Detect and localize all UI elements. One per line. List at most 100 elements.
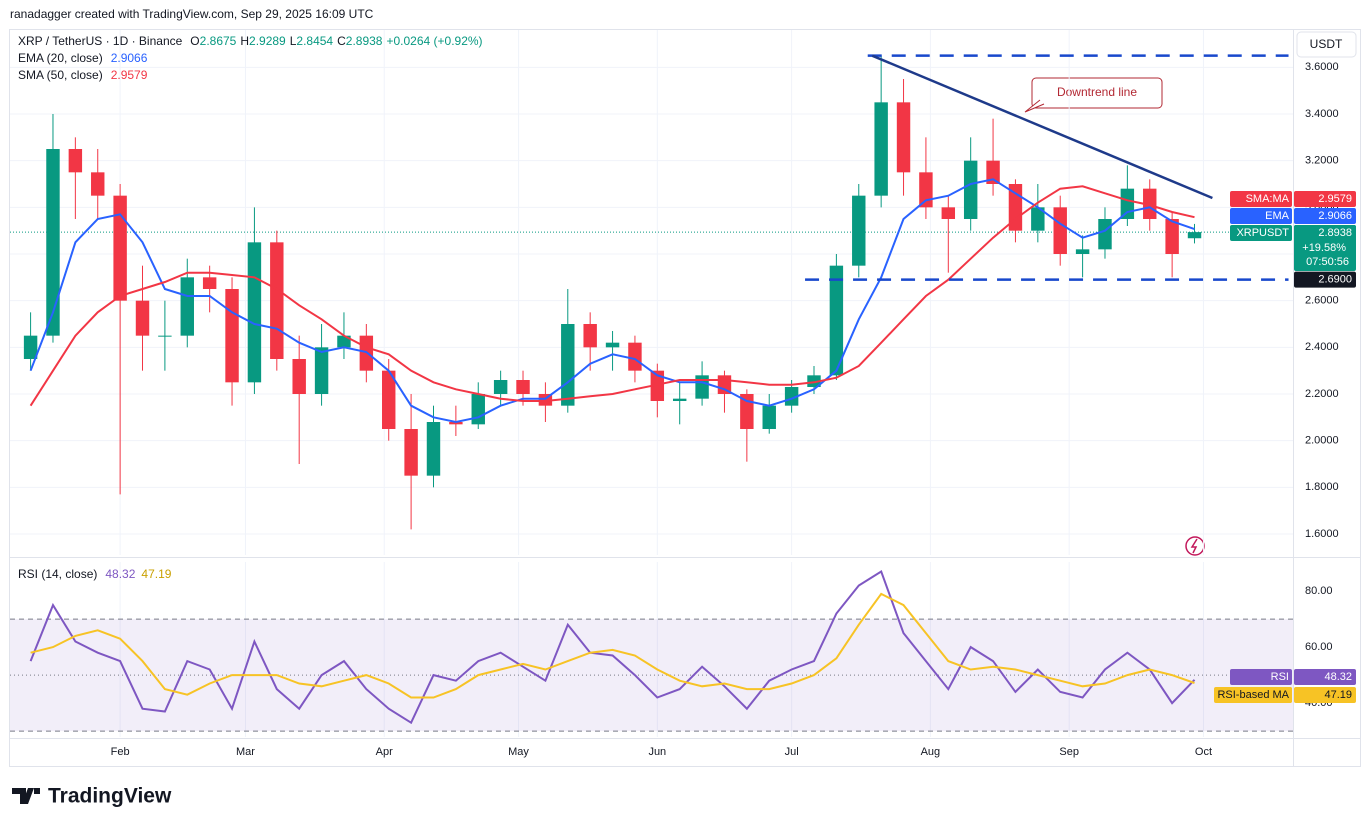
legend: RSI (14, close) 48.32 47.19	[18, 567, 172, 581]
axis-tag-name: XRPUSDT	[1236, 227, 1289, 239]
axis-tag-value: 2.8938	[1318, 227, 1352, 239]
chart-frame	[9, 29, 1361, 767]
candle-body	[762, 405, 776, 429]
candle-body	[113, 195, 127, 301]
legend-item: 2.9066	[111, 51, 148, 65]
candle-body	[292, 359, 306, 394]
y-tick-label: 1.6000	[1305, 528, 1339, 540]
candle-body	[270, 242, 284, 359]
legend-item: RSI (14, close)	[18, 567, 97, 581]
y-tick-label: 60.00	[1305, 641, 1333, 653]
axis-tag-name-bg	[1230, 191, 1292, 207]
candle-body	[986, 160, 1000, 184]
candle-body	[158, 335, 172, 337]
axis-tag-name-bg	[1230, 208, 1292, 224]
candle-body	[337, 335, 351, 348]
legend-item: 48.32	[105, 567, 135, 581]
legend-item: L	[290, 34, 297, 48]
candle-body	[91, 172, 105, 196]
candle-body	[740, 394, 754, 429]
currency-button[interactable]	[1296, 31, 1357, 58]
legend-item: 2.8454	[296, 34, 333, 48]
candle-body	[1031, 207, 1045, 231]
candle-body	[583, 324, 597, 348]
candle-body	[784, 387, 799, 406]
axis-tag-value: 2.9066	[1318, 210, 1352, 222]
rsi-band	[10, 619, 1293, 732]
icon-circle[interactable]	[1185, 536, 1205, 556]
annotation-text: Downtrend line	[1057, 85, 1137, 99]
candle-body	[225, 289, 239, 383]
axis-tag-bg	[1294, 687, 1356, 703]
annotation-pointer	[1024, 99, 1045, 113]
candle-body	[404, 429, 418, 476]
x-tick-label: Mar	[236, 746, 255, 758]
attribution: ranadagger created with TradingView.com,…	[10, 7, 374, 21]
series-line	[29, 178, 1195, 424]
legend-item: 2.9289	[249, 34, 286, 48]
candle-body	[963, 160, 978, 219]
legend-item: XRP / TetherUS · 1D · Binance	[18, 34, 183, 48]
candle-body	[896, 102, 911, 173]
icon-bolt[interactable]	[1190, 538, 1198, 554]
axis-tag-name-bg	[1230, 669, 1292, 685]
legend-item: O	[190, 34, 199, 48]
axis-tag-value: 48.32	[1324, 671, 1352, 683]
candle-body	[1098, 219, 1112, 250]
legend: EMA (20, close) 2.9066	[18, 51, 148, 65]
candle-body	[247, 242, 262, 383]
candle-body	[561, 324, 575, 406]
candle-body	[807, 375, 821, 387]
candle-body	[605, 342, 620, 348]
axis-tag-value: 47.19	[1324, 689, 1352, 701]
y-tick-label: 2.6000	[1305, 295, 1339, 307]
currency: USDT	[1310, 37, 1343, 51]
candle-body	[852, 195, 866, 266]
candle-body	[314, 347, 329, 394]
candle-body	[46, 149, 60, 336]
candle-body	[695, 375, 709, 399]
logo-mark	[12, 788, 40, 804]
candle-body	[382, 370, 396, 429]
candle-body	[449, 422, 463, 425]
x-tick-label: Feb	[111, 746, 130, 758]
axis-tag-name-bg	[1230, 687, 1292, 703]
candle-body	[650, 370, 665, 401]
candle-body	[180, 277, 194, 336]
axis-tag-bg	[1294, 191, 1356, 207]
candle-body	[829, 265, 844, 376]
candle-body	[1075, 249, 1090, 254]
logo: TradingView	[12, 785, 172, 808]
axis-tag-change: +19.58%	[1302, 242, 1346, 254]
candle-body	[471, 394, 485, 425]
candle-body	[1187, 232, 1202, 239]
y-tick-label: 3.6000	[1305, 61, 1339, 73]
legend-item: 2.8675	[200, 34, 237, 48]
y-tick-label: 3.4000	[1305, 108, 1339, 120]
axis-tag-countdown: 07:50:56	[1306, 256, 1349, 268]
x-tick-label: May	[508, 746, 529, 758]
y-tick-label: 3.2000	[1305, 155, 1339, 167]
axis-tag-bg	[1294, 669, 1356, 685]
legend-item: 47.19	[141, 567, 171, 581]
x-tick-label: Jun	[648, 746, 666, 758]
legend-item: SMA (50, close)	[18, 68, 103, 82]
annotation: Downtrend line	[1024, 77, 1163, 113]
candle-body	[874, 102, 888, 196]
candle-body	[202, 277, 217, 289]
candle-body	[1165, 219, 1179, 254]
axis-tag-value: 2.9579	[1318, 193, 1352, 205]
legend-item: 2.8938	[346, 34, 383, 48]
replay-icon[interactable]	[1185, 536, 1205, 556]
candle-body	[1120, 188, 1135, 219]
y-tick-label: 2.0000	[1305, 435, 1339, 447]
axis-tag-name: RSI	[1271, 671, 1289, 683]
candle-body	[1053, 207, 1067, 254]
axis-tag-name-bg	[1230, 225, 1292, 241]
axis-tag-value: 2.6900	[1318, 274, 1352, 286]
candle-body	[135, 300, 150, 336]
candle-body	[941, 207, 956, 219]
candle-body	[516, 380, 530, 394]
candle-body	[68, 149, 83, 173]
